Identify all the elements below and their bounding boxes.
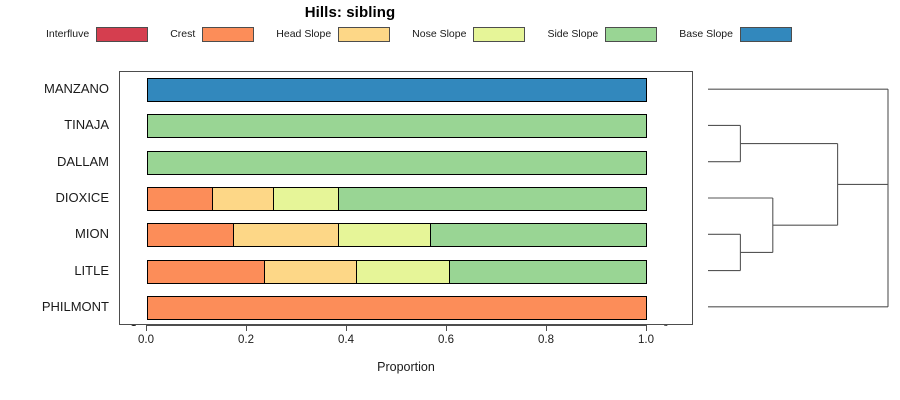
bar-segment — [430, 224, 646, 247]
x-axis-tick — [646, 325, 647, 331]
bar-segment — [264, 260, 358, 283]
bar-segment — [234, 224, 340, 247]
bar-segment — [148, 151, 646, 174]
bar-segment — [148, 260, 265, 283]
bar-segment — [273, 188, 340, 210]
page-title: Hills: sibling — [304, 4, 396, 21]
legend-item-label: Interfluve — [46, 28, 90, 40]
x-axis-tick-label: 0.6 — [438, 334, 454, 346]
category-label: PHILMONT — [41, 298, 109, 314]
legend-swatch — [202, 26, 255, 42]
legend-item: Side Slope — [547, 26, 658, 42]
category-label: DIOXICE — [55, 190, 109, 205]
legend-swatch — [96, 26, 149, 42]
legend-swatch — [338, 26, 391, 42]
bar-segment — [148, 188, 214, 210]
legend-item-label: Crest — [170, 28, 196, 40]
legend-item-label: Head Slope — [276, 28, 332, 40]
category-label: LITLE — [74, 262, 109, 278]
bars-layer — [120, 72, 694, 326]
bar-segment — [148, 296, 646, 319]
x-axis-tick-label: 0.2 — [238, 334, 254, 346]
stacked-bar — [147, 114, 647, 139]
legend-swatch — [473, 26, 526, 42]
bar-segment — [213, 188, 274, 210]
category-label: TINAJA — [64, 117, 109, 133]
bar-segment — [339, 224, 431, 247]
dendrogram-panel — [706, 71, 896, 325]
category-label: MION — [75, 226, 109, 242]
legend-item: Interfluve — [46, 26, 149, 42]
stacked-bar — [147, 78, 647, 103]
x-axis: 0.0 0.2 0.4 0.6 0.8 1.0 — [119, 325, 693, 365]
bar-segment — [148, 224, 235, 247]
category-label: DALLAM — [56, 153, 109, 169]
stacked-bar — [147, 295, 647, 320]
legend-swatch — [605, 26, 658, 42]
x-axis-tick — [446, 325, 447, 331]
legend-item-label: Side Slope — [547, 28, 599, 40]
dendrogram-svg — [708, 88, 889, 308]
bar-segment — [339, 188, 646, 210]
x-axis-tick-label: 0.0 — [138, 334, 154, 346]
legend: Interfluve Crest Head Slope Nose Slope Side … — [46, 24, 856, 44]
bar-segment — [357, 260, 451, 283]
legend-item: Base Slope — [679, 26, 792, 42]
stacked-bar-plot-panel — [119, 71, 693, 325]
legend-item: Nose Slope — [412, 26, 526, 42]
x-axis-title: Proportion — [377, 360, 435, 374]
legend-item-label: Base Slope — [679, 28, 733, 40]
x-axis-tick-label: 0.8 — [538, 334, 554, 346]
bar-segment — [450, 260, 646, 283]
legend-swatch — [739, 26, 792, 42]
x-axis-tick — [346, 325, 347, 331]
x-axis-tick-label: 0.4 — [338, 334, 354, 346]
legend-item: Crest — [170, 26, 255, 42]
stacked-bar — [147, 187, 647, 211]
stacked-bar — [147, 150, 647, 175]
x-axis-tick — [546, 325, 547, 331]
category-label: MANZANO — [44, 81, 109, 97]
legend-item-label: Nose Slope — [412, 28, 467, 40]
bar-segment — [148, 115, 646, 138]
x-axis-tick-label: 1.0 — [638, 334, 654, 346]
x-axis-tick — [146, 325, 147, 331]
x-axis-line — [146, 325, 646, 326]
stacked-bar — [147, 223, 647, 248]
bar-segment — [148, 79, 646, 102]
stacked-bar — [147, 259, 647, 284]
x-axis-tick — [246, 325, 247, 331]
legend-item: Head Slope — [276, 26, 391, 42]
category-axis-labels: MANZANO TINAJA DALLAM DIOXICE MION LITLE PHILM… — [0, 71, 114, 325]
